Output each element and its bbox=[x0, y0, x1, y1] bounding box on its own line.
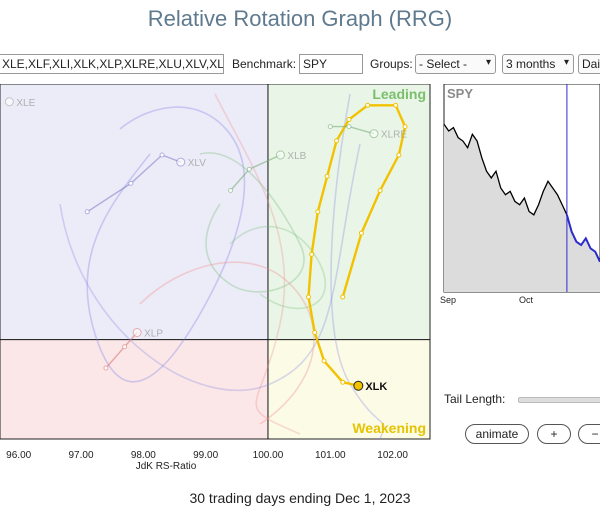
x-tick-label: 100.00 bbox=[253, 450, 284, 461]
point-xlk bbox=[305, 294, 311, 300]
background-tail-4 bbox=[214, 93, 301, 435]
period-select-value: 3 months bbox=[506, 57, 556, 71]
spy-title: SPY bbox=[447, 86, 473, 101]
leading-quadrant bbox=[267, 84, 430, 340]
point-xlk bbox=[315, 209, 321, 215]
groups-select[interactable]: - Select - ▾ bbox=[415, 54, 496, 74]
spy-x-tick-label: Sep bbox=[440, 295, 456, 305]
point-xlb bbox=[246, 166, 252, 172]
chevron-down-icon: ▾ bbox=[563, 57, 569, 68]
benchmark-input[interactable]: SPY bbox=[299, 54, 363, 74]
point-xlk bbox=[334, 138, 340, 144]
weakening-quadrant bbox=[267, 339, 430, 439]
spy-highlight-line bbox=[565, 214, 600, 263]
plus-button[interactable]: + bbox=[537, 424, 571, 444]
point-xlk bbox=[358, 230, 364, 236]
spy-area bbox=[444, 124, 600, 293]
point-xlre bbox=[346, 124, 352, 130]
animate-button[interactable]: animate bbox=[465, 424, 529, 444]
point-xlk bbox=[346, 117, 352, 122]
series-label-xlk: XLK bbox=[365, 381, 387, 393]
point-xlre bbox=[327, 124, 333, 130]
point-xlk bbox=[324, 173, 330, 179]
series-label-xlp: XLP bbox=[144, 329, 163, 340]
point-xlk bbox=[312, 330, 318, 335]
series-label-xlb: XLB bbox=[287, 151, 306, 162]
spy-price-line bbox=[443, 123, 568, 216]
point-xlp bbox=[103, 365, 109, 371]
point-xlb bbox=[228, 188, 234, 193]
background-tail-6 bbox=[229, 225, 327, 310]
point-xlv bbox=[159, 152, 165, 158]
improving-quadrant bbox=[0, 84, 268, 340]
x-tick-label: 98.00 bbox=[131, 450, 156, 461]
page-title: Relative Rotation Graph (RRG) bbox=[147, 6, 453, 31]
tail-length-slider[interactable] bbox=[518, 397, 600, 403]
groups-label: Groups: bbox=[370, 57, 413, 71]
point-xle bbox=[4, 97, 14, 107]
point-xlv bbox=[176, 157, 186, 167]
background-tail-5 bbox=[330, 93, 385, 440]
background-tail-3 bbox=[139, 261, 315, 425]
chevron-down-icon: ▾ bbox=[485, 57, 491, 68]
point-xlv bbox=[128, 180, 134, 186]
benchmark-label: Benchmark: bbox=[232, 57, 297, 71]
rrg-chart: Leading Weakening XLK XLV XLRE XLB XLP XLE 96.00… bbox=[0, 84, 431, 472]
x-tick-label: 99.00 bbox=[193, 450, 218, 461]
point-xlk bbox=[353, 380, 364, 391]
point-xlp bbox=[132, 328, 142, 337]
series-label-xlre: XLRE bbox=[381, 130, 407, 141]
point-xlk bbox=[402, 124, 408, 130]
x-tick-label: 96.00 bbox=[6, 450, 31, 461]
point-xlk bbox=[393, 102, 399, 108]
point-xlre bbox=[369, 129, 379, 139]
x-axis-label: JdK RS-Ratio bbox=[136, 461, 197, 472]
point-xlk bbox=[321, 358, 327, 364]
background-tail-1 bbox=[59, 143, 361, 392]
leading-label: Leading bbox=[372, 86, 426, 102]
weakening-label: Weakening bbox=[352, 420, 426, 436]
point-xlk bbox=[340, 379, 346, 385]
point-xlk bbox=[396, 152, 402, 158]
plot-frame bbox=[0, 84, 431, 440]
spy-chart: SPY Sep Oct bbox=[440, 84, 600, 305]
toolbar: XLE,XLF,XLI,XLK,XLP,XLRE,XLU,XLV,XLY Ben… bbox=[0, 52, 600, 78]
tail-xlv bbox=[86, 154, 181, 213]
background-tail-2 bbox=[199, 152, 305, 293]
minus-button[interactable]: − bbox=[578, 424, 600, 444]
series-label-xle: XLE bbox=[16, 98, 35, 109]
tail-length-label: Tail Length: bbox=[444, 392, 506, 406]
point-xlk bbox=[340, 294, 346, 300]
x-tick-label: 97.00 bbox=[68, 450, 93, 461]
point-xlk bbox=[365, 102, 371, 108]
point-xlv bbox=[84, 209, 90, 215]
point-xlp bbox=[122, 344, 128, 350]
x-tick-label: 102.00 bbox=[377, 450, 408, 461]
lagging-quadrant bbox=[0, 339, 268, 439]
x-tick-label: 101.00 bbox=[315, 450, 346, 461]
frequency-select[interactable]: Dai bbox=[578, 54, 600, 74]
period-select[interactable]: 3 months ▾ bbox=[502, 54, 574, 74]
point-xlk bbox=[309, 251, 315, 257]
point-xlk bbox=[377, 188, 383, 193]
symbols-input[interactable]: XLE,XLF,XLI,XLK,XLP,XLRE,XLU,XLV,XLY bbox=[0, 54, 224, 74]
groups-select-value: - Select - bbox=[419, 57, 468, 71]
spy-x-tick-label: Oct bbox=[519, 295, 534, 305]
background-tail-0 bbox=[86, 106, 246, 383]
point-xlb bbox=[275, 150, 285, 160]
footer-caption: 30 trading days ending Dec 1, 2023 bbox=[189, 490, 411, 506]
series-label-xlv: XLV bbox=[188, 158, 206, 169]
